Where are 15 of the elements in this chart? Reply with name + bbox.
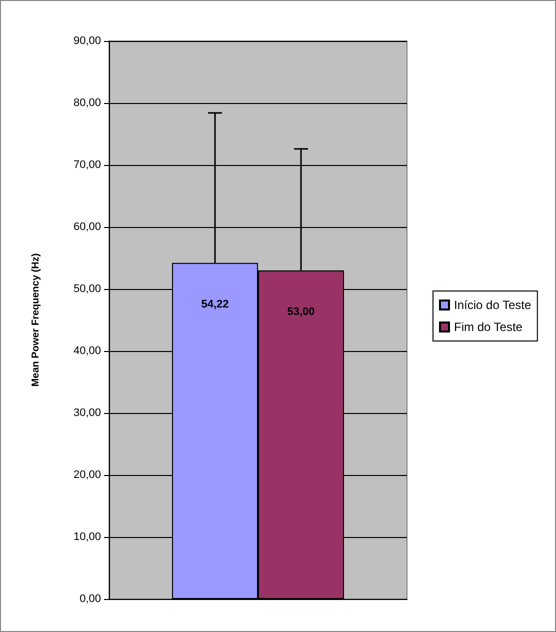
y-tick-label: 20,00 [73, 469, 101, 481]
data-label: 54,22 [201, 298, 229, 310]
y-tick-label: 90,00 [73, 35, 101, 47]
y-tick-label: 30,00 [73, 407, 101, 419]
legend-label: Início do Teste [454, 298, 532, 312]
y-tick-label: 80,00 [73, 97, 101, 109]
y-tick-label: 60,00 [73, 221, 101, 233]
y-tick-label: 40,00 [73, 345, 101, 357]
y-tick-label: 50,00 [73, 283, 101, 295]
y-tick-label: 10,00 [73, 531, 101, 543]
y-axis-title: Mean Power Frequency (Hz) [30, 253, 42, 387]
y-tick-label: 0,00 [80, 593, 101, 605]
y-tick-label: 70,00 [73, 159, 101, 171]
data-label: 53,00 [287, 306, 315, 318]
legend-label: Fim do Teste [454, 320, 523, 334]
